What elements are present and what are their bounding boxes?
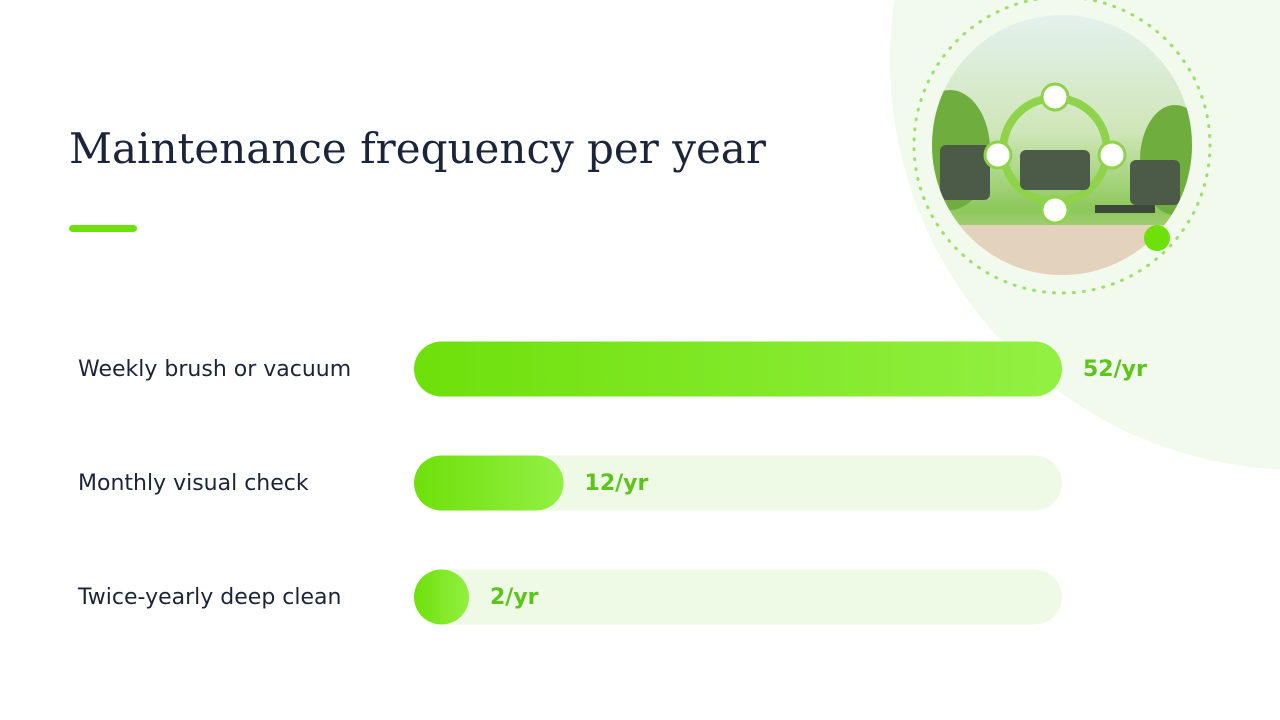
category-label: Weekly brush or vacuum bbox=[78, 357, 351, 382]
value-label: 52/yr bbox=[1083, 357, 1147, 382]
chart-title: Maintenance frequency per year bbox=[69, 124, 767, 173]
bar-group: Weekly brush or vacuum 52/yr Monthly visua… bbox=[77, 341, 1147, 625]
value-label: 2/yr bbox=[490, 585, 539, 610]
bar-track bbox=[414, 455, 1062, 511]
value-label: 12/yr bbox=[585, 471, 649, 496]
bar bbox=[414, 455, 564, 511]
category-label: Twice-yearly deep clean bbox=[77, 585, 341, 610]
dotted-ring bbox=[912, 0, 1212, 295]
patio-illustration bbox=[932, 15, 1192, 275]
title-underline bbox=[69, 225, 137, 232]
accent-dot bbox=[1144, 225, 1170, 251]
bar bbox=[414, 569, 469, 625]
category-label: Monthly visual check bbox=[78, 471, 309, 496]
bar bbox=[414, 341, 1062, 397]
bar-track bbox=[414, 569, 1062, 625]
